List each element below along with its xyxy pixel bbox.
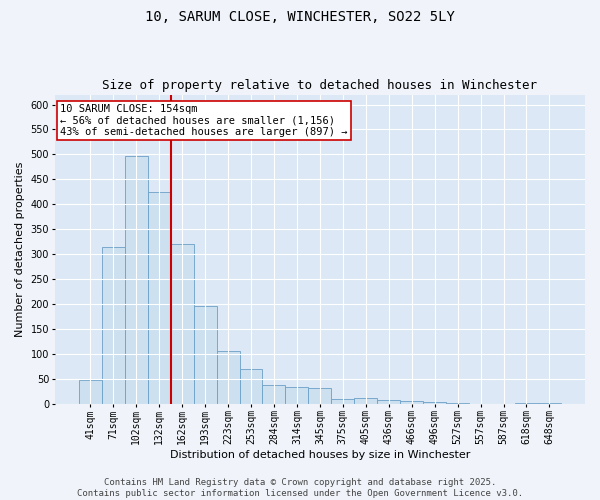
Bar [125,156,148,404]
Text: 10 SARUM CLOSE: 154sqm
← 56% of detached houses are smaller (1,156)
43% of semi-: 10 SARUM CLOSE: 154sqm ← 56% of detached… [60,104,347,137]
Bar [377,400,400,404]
Bar [331,398,355,404]
Text: Contains HM Land Registry data © Crown copyright and database right 2025.
Contai: Contains HM Land Registry data © Crown c… [77,478,523,498]
Bar [194,306,217,404]
Y-axis label: Number of detached properties: Number of detached properties [15,162,25,337]
Bar [239,368,262,404]
Bar [286,386,308,404]
Bar [170,244,194,404]
Bar [148,192,170,404]
Title: Size of property relative to detached houses in Winchester: Size of property relative to detached ho… [103,79,538,92]
X-axis label: Distribution of detached houses by size in Winchester: Distribution of detached houses by size … [170,450,470,460]
Bar [262,384,286,404]
Bar [217,352,239,404]
Bar [423,402,446,404]
Bar [538,402,561,404]
Bar [79,380,102,404]
Text: 10, SARUM CLOSE, WINCHESTER, SO22 5LY: 10, SARUM CLOSE, WINCHESTER, SO22 5LY [145,10,455,24]
Bar [102,247,125,404]
Bar [308,388,331,404]
Bar [400,400,423,404]
Bar [355,398,377,404]
